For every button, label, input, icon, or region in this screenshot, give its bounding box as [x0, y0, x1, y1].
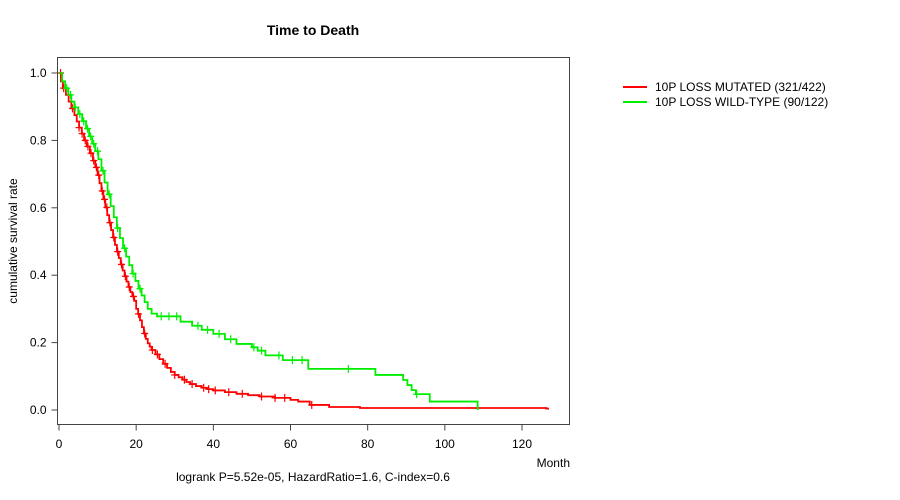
km-curve-mutated [59, 72, 549, 410]
legend: 10P LOSS MUTATED (321/422) 10P LOSS WILD… [623, 80, 828, 109]
x-tick-label: 0 [56, 437, 63, 451]
legend-label-mutated: 10P LOSS MUTATED (321/422) [655, 80, 826, 94]
x-tick-label: 60 [284, 437, 298, 451]
x-tick-label: 20 [129, 437, 143, 451]
y-tick-label: 0.6 [30, 201, 47, 215]
legend-label-wild-type: 10P LOSS WILD-TYPE (90/122) [655, 95, 829, 109]
legend-item-wild-type: 10P LOSS WILD-TYPE (90/122) [623, 95, 828, 109]
x-tick-label: 120 [512, 437, 532, 451]
x-axis-label: Month [536, 456, 570, 470]
x-tick-label: 80 [361, 437, 375, 451]
y-tick-label: 0.8 [30, 133, 47, 147]
chart-title: Time to Death [266, 22, 360, 38]
plot-border [57, 57, 570, 425]
y-tick-label: 0.0 [30, 403, 47, 417]
y-tick-label: 1.0 [30, 66, 47, 80]
y-tick-label: 0.2 [30, 336, 47, 350]
red-line-swatch [623, 86, 647, 88]
x-tick-label: 100 [435, 437, 455, 451]
stats-annotation: logrank P=5.52e-05, HazardRatio=1.6, C-i… [176, 470, 450, 484]
x-tick-label: 40 [207, 437, 221, 451]
y-tick-label: 0.4 [30, 268, 47, 282]
legend-item-mutated: 10P LOSS MUTATED (321/422) [623, 80, 828, 94]
km-curve-wild-type [59, 72, 479, 410]
green-line-swatch [623, 101, 647, 103]
